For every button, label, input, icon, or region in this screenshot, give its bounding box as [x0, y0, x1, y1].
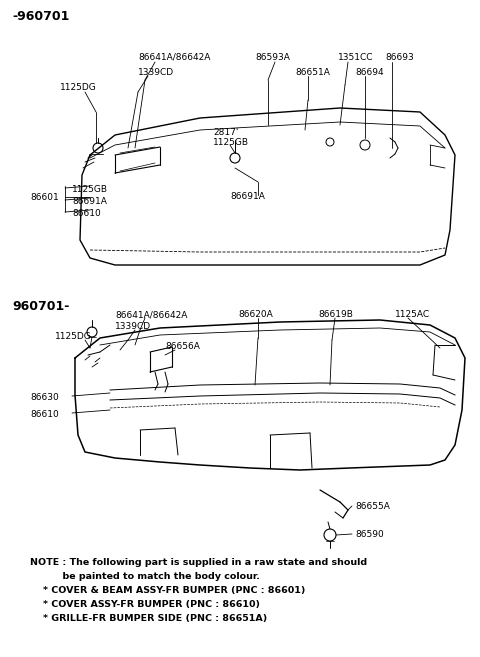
- Text: 86641A/86642A: 86641A/86642A: [115, 310, 187, 319]
- Text: 86641A/86642A: 86641A/86642A: [138, 53, 210, 62]
- Text: * COVER & BEAM ASSY-FR BUMPER (PNC : 86601): * COVER & BEAM ASSY-FR BUMPER (PNC : 866…: [30, 586, 305, 595]
- Text: 1125AC: 1125AC: [395, 310, 430, 319]
- Text: 1125GB: 1125GB: [213, 138, 249, 147]
- Text: be painted to match the body colour.: be painted to match the body colour.: [30, 572, 260, 581]
- Text: 86630: 86630: [30, 393, 59, 402]
- Text: 1125DG: 1125DG: [55, 332, 92, 341]
- Text: 86691A: 86691A: [230, 192, 265, 201]
- Text: 86691A: 86691A: [72, 197, 107, 206]
- Text: 86651A: 86651A: [295, 68, 330, 77]
- Text: 86593A: 86593A: [255, 53, 290, 62]
- Text: -960701: -960701: [12, 10, 70, 23]
- Text: 86601: 86601: [30, 193, 59, 202]
- Text: NOTE : The following part is supplied in a raw state and should: NOTE : The following part is supplied in…: [30, 558, 367, 567]
- Text: 86590: 86590: [355, 530, 384, 539]
- Text: 1339CD: 1339CD: [115, 322, 151, 331]
- Text: 86693: 86693: [385, 53, 414, 62]
- Text: 1125DG: 1125DG: [60, 83, 97, 92]
- Text: 86619B: 86619B: [318, 310, 353, 319]
- Text: 86656A: 86656A: [165, 342, 200, 351]
- Text: 2817': 2817': [213, 128, 239, 137]
- Text: * COVER ASSY-FR BUMPER (PNC : 86610): * COVER ASSY-FR BUMPER (PNC : 86610): [30, 600, 260, 609]
- Text: 1125GB: 1125GB: [72, 185, 108, 194]
- Text: 86620A: 86620A: [238, 310, 273, 319]
- Text: 86655A: 86655A: [355, 502, 390, 511]
- Text: 960701-: 960701-: [12, 300, 70, 313]
- Text: 86610: 86610: [72, 209, 101, 218]
- Text: 1351CC: 1351CC: [338, 53, 373, 62]
- Text: 1339CD: 1339CD: [138, 68, 174, 77]
- Text: 86610: 86610: [30, 410, 59, 419]
- Text: 86694: 86694: [355, 68, 384, 77]
- Text: * GRILLE-FR BUMPER SIDE (PNC : 86651A): * GRILLE-FR BUMPER SIDE (PNC : 86651A): [30, 614, 267, 623]
